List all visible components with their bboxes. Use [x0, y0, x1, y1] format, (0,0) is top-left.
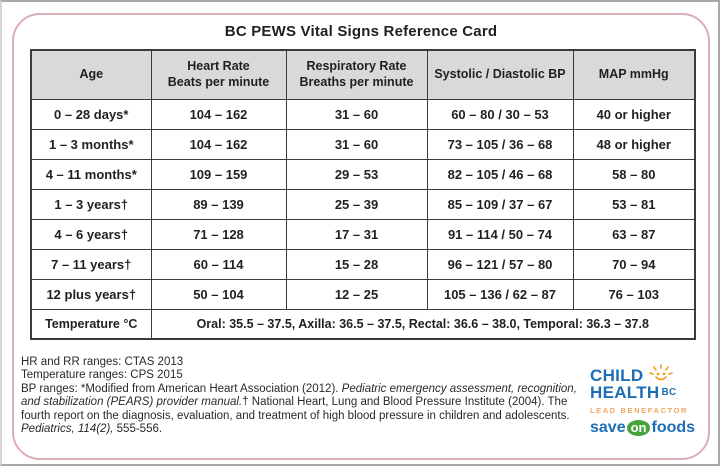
reference-card: BC PEWS Vital Signs Reference Card Age H…: [12, 13, 710, 460]
cell-map: 40 or higher: [572, 99, 696, 130]
temperature-label: Temperature °C: [30, 309, 152, 340]
bp-note-segment: 555-556.: [113, 423, 163, 436]
cell-bp: 85 – 109 / 37 – 67: [426, 189, 574, 220]
header-line: Systolic / Diastolic BP: [434, 67, 566, 82]
cell-bp: 73 – 105 / 36 – 68: [426, 129, 574, 160]
temperature-ranges-note: Temperature ranges: CPS 2015: [21, 369, 183, 382]
header-line: Heart Rate: [187, 59, 250, 74]
table-row: 7 – 11 years† 60 – 114 15 – 28 96 – 121 / 5…: [30, 249, 696, 280]
bp-note-segment: Pediatric emergency assessment, recognit…: [21, 382, 577, 409]
cell-map: 70 – 94: [572, 249, 696, 280]
header-line: Respiratory Rate: [306, 59, 407, 74]
header-line: Beats per minute: [167, 75, 270, 89]
vitals-table: Age Heart Rate Beats per minute Respirat…: [30, 49, 696, 340]
cell-hr: 109 – 159: [150, 159, 287, 190]
cell-bp: 91 – 114 / 50 – 74: [426, 219, 574, 250]
cell-hr: 104 – 162: [150, 129, 287, 160]
hr-rr-ranges-note: HR and RR ranges: CTAS 2013: [21, 356, 184, 368]
bp-note-segment: † National Heart, Lung and Blood Pressur…: [21, 396, 570, 422]
lead-benefactor-label: LEAD BENEFACTOR: [590, 406, 689, 415]
save-on-foods-foods: foods: [651, 419, 696, 436]
cell-rr: 31 – 60: [285, 129, 428, 160]
table-row: 1 – 3 months* 104 – 162 31 – 60 73 – 105 / …: [30, 129, 696, 160]
cell-age: 1 – 3 months*: [30, 129, 152, 160]
child-health-bc-logo: CHILD HE: [590, 364, 708, 402]
column-header-map: MAP mmHg: [572, 49, 696, 100]
cell-bp: 60 – 80 / 30 – 53: [426, 99, 574, 130]
cell-age: 12 plus years†: [30, 279, 152, 310]
cell-map: 63 – 87: [572, 219, 696, 250]
vitals-table-body: 0 – 28 days* 104 – 162 31 – 60 60 – 80 / 30…: [30, 99, 696, 310]
bp-ranges-note: BP ranges: *Modified from American Heart…: [21, 383, 581, 437]
save-on-foods-on-badge: on: [626, 420, 651, 436]
cell-hr: 60 – 114: [150, 249, 287, 280]
sponsor-logos: CHILD HE: [590, 364, 708, 437]
cell-bp: 96 – 121 / 57 – 80: [426, 249, 574, 280]
column-header-bp: Systolic / Diastolic BP: [426, 49, 574, 100]
child-health-bc-suffix: BC: [661, 387, 677, 398]
cell-rr: 17 – 31: [285, 219, 428, 250]
cell-bp: 82 – 105 / 46 – 68: [426, 159, 574, 190]
header-line: Age: [79, 67, 104, 82]
column-header-respiratory-rate: Respiratory Rate Breaths per minute: [285, 49, 428, 100]
cell-age: 4 – 11 months*: [30, 159, 152, 190]
cell-hr: 104 – 162: [150, 99, 287, 130]
header-row: Age Heart Rate Beats per minute Respirat…: [30, 49, 696, 100]
cell-hr: 89 – 139: [150, 189, 287, 220]
child-health-word2: HEALTH: [590, 383, 660, 402]
cell-map: 58 – 80: [572, 159, 696, 190]
header-line: MAP mmHg: [598, 67, 669, 82]
save-on-foods-logo: save on foods: [590, 419, 708, 437]
cell-hr: 50 – 104: [150, 279, 287, 310]
cell-map: 76 – 103: [572, 279, 696, 310]
table-row: 4 – 11 months* 109 – 159 29 – 53 82 – 105 /…: [30, 159, 696, 190]
cell-bp: 105 – 136 / 62 – 87: [426, 279, 574, 310]
cell-age: 7 – 11 years†: [30, 249, 152, 280]
temperature-row: Temperature °C Oral: 35.5 – 37.5, Axilla…: [30, 309, 696, 340]
cell-age: 4 – 6 years†: [30, 219, 152, 250]
header-line: Breaths per minute: [299, 75, 414, 89]
footnotes: HR and RR ranges: CTAS 2013 Temperature …: [21, 356, 581, 436]
cell-rr: 31 – 60: [285, 99, 428, 130]
child-health-word1: CHILD: [590, 366, 644, 385]
cell-map: 48 or higher: [572, 129, 696, 160]
sun-face-icon: [649, 364, 674, 381]
bp-note-segment: BP ranges: *Modified from American Heart…: [21, 382, 342, 395]
page-title: BC PEWS Vital Signs Reference Card: [224, 23, 498, 40]
save-on-foods-save: save: [590, 419, 626, 436]
cell-rr: 25 – 39: [285, 189, 428, 220]
cell-age: 1 – 3 years†: [30, 189, 152, 220]
table-row: 0 – 28 days* 104 – 162 31 – 60 60 – 80 / 30…: [30, 99, 696, 130]
cell-hr: 71 – 128: [150, 219, 287, 250]
column-header-age: Age: [30, 49, 152, 100]
table-row: 4 – 6 years† 71 – 128 17 – 31 91 – 114 / 50…: [30, 219, 696, 250]
bp-note-segment: Pediatrics, 114(2),: [21, 423, 114, 436]
table-row: 1 – 3 years† 89 – 139 25 – 39 85 – 109 / 37…: [30, 189, 696, 220]
cell-rr: 15 – 28: [285, 249, 428, 280]
cell-rr: 29 – 53: [285, 159, 428, 190]
cell-rr: 12 – 25: [285, 279, 428, 310]
cell-map: 53 – 81: [572, 189, 696, 220]
table-row: 12 plus years† 50 – 104 12 – 25 105 – 136 /…: [30, 279, 696, 310]
cell-age: 0 – 28 days*: [30, 99, 152, 130]
temperature-value: Oral: 35.5 – 37.5, Axilla: 36.5 – 37.5, …: [150, 309, 696, 340]
column-header-heart-rate: Heart Rate Beats per minute: [150, 49, 287, 100]
